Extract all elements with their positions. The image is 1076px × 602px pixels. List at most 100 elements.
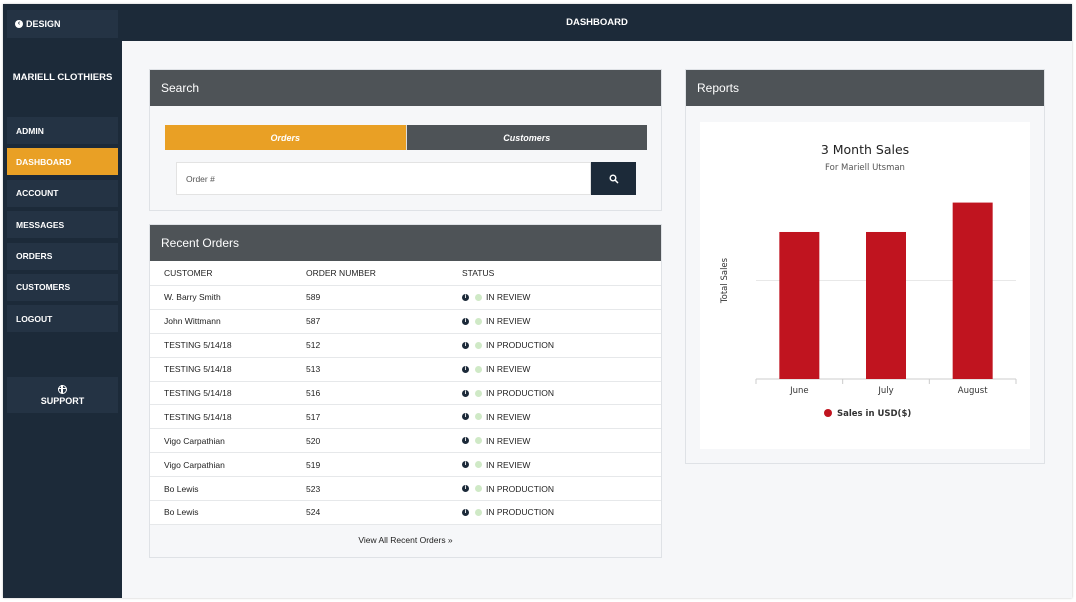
sidebar-item-label: ADMIN	[16, 125, 44, 136]
table-row[interactable]: Vigo Carpathian 520 i IN REVIEW	[150, 428, 661, 453]
info-icon[interactable]: i	[462, 437, 469, 445]
sidebar-item-admin[interactable]: ADMIN	[7, 117, 118, 144]
status-text: IN REVIEW	[486, 435, 531, 446]
order-number-cell: 516	[306, 388, 321, 398]
status-dot-icon	[475, 365, 482, 373]
view-all-orders-link[interactable]: View All Recent Orders »	[150, 523, 661, 556]
info-icon[interactable]: i	[462, 365, 469, 373]
sidebar-item-orders[interactable]: ORDERS	[7, 242, 118, 270]
status-cell: i IN REVIEW	[462, 460, 530, 470]
status-dot-icon	[475, 317, 482, 325]
design-button[interactable]: ‹ DESIGN	[7, 10, 118, 38]
recent-orders-panel: Recent Orders CUSTOMER ORDER NUMBER STAT…	[149, 224, 662, 558]
table-row[interactable]: TESTING 5/14/18 516 i IN PRODUCTION	[150, 380, 661, 405]
table-row[interactable]: TESTING 5/14/18 513 i IN REVIEW	[150, 356, 661, 381]
status-dot-icon	[475, 389, 482, 397]
order-number-cell: 517	[306, 411, 321, 422]
customer-cell: TESTING 5/14/18	[164, 364, 232, 375]
sidebar-item-account[interactable]: ACCOUNT	[7, 179, 118, 207]
sidebar: ‹ DESIGN MARIELL CLOTHIERS ADMIN DASHBOAR…	[3, 4, 122, 598]
status-cell: i IN REVIEW	[462, 292, 530, 302]
table-row[interactable]: Vigo Carpathian 519 i IN REVIEW	[150, 452, 661, 477]
app-window: ‹ DESIGN MARIELL CLOTHIERS ADMIN DASHBOAR…	[3, 4, 1072, 598]
status-dot-icon	[475, 437, 482, 445]
order-number-cell: 519	[306, 459, 321, 470]
status-cell: i IN PRODUCTION	[462, 388, 554, 398]
search-button[interactable]	[591, 162, 636, 195]
sidebar-item-customers[interactable]: CUSTOMERS	[7, 273, 118, 301]
search-panel-title: Search	[150, 70, 661, 106]
table-header: CUSTOMER ORDER NUMBER STATUS	[150, 261, 661, 285]
status-text: IN REVIEW	[486, 411, 531, 422]
info-icon[interactable]: i	[462, 413, 469, 421]
brand-name: MARIELL CLOTHIERS	[12, 72, 113, 83]
column-header-order-number: ORDER NUMBER	[306, 268, 376, 278]
sidebar-item-messages[interactable]: MESSAGES	[7, 211, 118, 239]
sidebar-nav: ADMIN DASHBOARD ACCOUNT MESSAGES ORDERS CUSTO…	[7, 117, 118, 337]
customer-cell: Bo Lewis	[164, 483, 199, 494]
status-dot-icon	[475, 293, 482, 301]
chevron-left-icon: ‹	[15, 20, 23, 28]
order-number-cell: 524	[306, 507, 321, 518]
info-icon[interactable]: i	[462, 485, 469, 493]
search-icon	[609, 174, 618, 183]
column-header-status: STATUS	[462, 268, 495, 278]
reports-panel-title: Reports	[686, 70, 1044, 106]
info-icon[interactable]: i	[462, 317, 469, 325]
search-panel: Search Orders Customers	[149, 69, 662, 211]
sidebar-item-logout[interactable]: LOGOUT	[7, 305, 118, 333]
status-text: IN REVIEW	[486, 364, 531, 375]
search-tabs: Orders Customers	[165, 125, 647, 150]
customer-cell: John Wittmann	[164, 316, 221, 327]
table-row[interactable]: TESTING 5/14/18 517 i IN REVIEW	[150, 404, 661, 429]
status-dot-icon	[475, 485, 482, 493]
design-label: DESIGN	[26, 19, 61, 29]
table-row[interactable]: Bo Lewis 524 i IN PRODUCTION	[150, 500, 661, 524]
table-row[interactable]: John Wittmann 587 i IN REVIEW	[150, 308, 661, 333]
status-text: IN PRODUCTION	[486, 340, 554, 351]
reports-panel: Reports 3 Month Sales For Mariell Utsman…	[685, 69, 1045, 464]
legend-label: Sales in USD($)	[837, 409, 911, 419]
order-number-input[interactable]	[176, 162, 591, 195]
top-bar: DASHBOARD	[122, 4, 1072, 41]
chart-subtitle: For Mariell Utsman	[825, 163, 905, 173]
support-label: SUPPORT	[40, 395, 85, 406]
customer-cell: TESTING 5/14/18	[164, 340, 232, 351]
sidebar-item-label: ORDERS	[16, 251, 53, 262]
orders-table-body: W. Barry Smith 589 i IN REVIEW John Wittmann…	[150, 285, 661, 524]
info-icon[interactable]: i	[462, 461, 469, 469]
status-cell: i IN REVIEW	[462, 436, 530, 446]
order-number-cell: 513	[306, 364, 321, 375]
x-tick-label: July	[877, 386, 893, 396]
status-text: IN REVIEW	[486, 459, 531, 470]
order-number-cell: 589	[306, 292, 321, 303]
info-icon[interactable]: i	[462, 341, 469, 349]
support-button[interactable]: SUPPORT	[7, 377, 118, 413]
status-text: IN PRODUCTION	[486, 388, 554, 398]
sidebar-item-label: CUSTOMERS	[16, 282, 71, 293]
sidebar-item-label: MESSAGES	[16, 219, 65, 230]
info-icon[interactable]: i	[462, 508, 469, 516]
recent-orders-title: Recent Orders	[150, 225, 661, 261]
tab-orders[interactable]: Orders	[165, 125, 406, 150]
customer-cell: TESTING 5/14/18	[164, 388, 232, 398]
status-cell: i IN REVIEW	[462, 412, 530, 422]
sidebar-item-dashboard[interactable]: DASHBOARD	[7, 148, 118, 176]
order-number-cell: 520	[306, 435, 321, 446]
tab-customers[interactable]: Customers	[405, 125, 647, 150]
customer-cell: TESTING 5/14/18	[164, 411, 232, 422]
status-text: IN PRODUCTION	[486, 483, 554, 494]
status-cell: i IN REVIEW	[462, 364, 530, 374]
table-row[interactable]: TESTING 5/14/18 512 i IN PRODUCTION	[150, 332, 661, 357]
status-cell: i IN REVIEW	[462, 316, 530, 326]
status-text: IN PRODUCTION	[486, 507, 554, 518]
sales-chart-card: 3 Month Sales For Mariell Utsman June Jul…	[700, 122, 1030, 449]
table-row[interactable]: Bo Lewis 523 i IN PRODUCTION	[150, 476, 661, 501]
info-icon[interactable]: i	[462, 293, 469, 301]
bar-july	[866, 231, 906, 379]
legend-marker	[824, 409, 832, 417]
sidebar-item-label: DASHBOARD	[16, 156, 72, 167]
table-row[interactable]: W. Barry Smith 589 i IN REVIEW	[150, 285, 661, 309]
info-icon[interactable]: i	[462, 389, 469, 397]
chart-title: 3 Month Sales	[820, 142, 910, 157]
